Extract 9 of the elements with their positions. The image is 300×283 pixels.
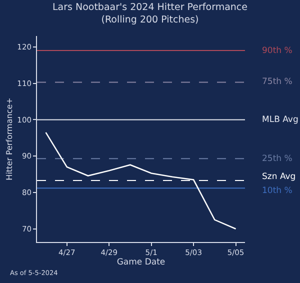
chart-title: Lars Nootbaar's 2024 Hitter Performance (Rolling 200 Pitches) <box>52 2 248 26</box>
ref-line-label: 75th % <box>262 77 292 87</box>
ref-line-label: 25th % <box>262 154 292 164</box>
ref-line-label: 90th % <box>262 46 292 56</box>
x-axis-title: Game Date <box>116 257 166 268</box>
y-axis-title: Hitter Performance+ <box>4 98 14 180</box>
ref-line-label: Szn Avg <box>262 172 296 182</box>
ref-line-label: MLB Avg <box>262 115 298 125</box>
ref-line-label: 10th % <box>262 186 292 196</box>
